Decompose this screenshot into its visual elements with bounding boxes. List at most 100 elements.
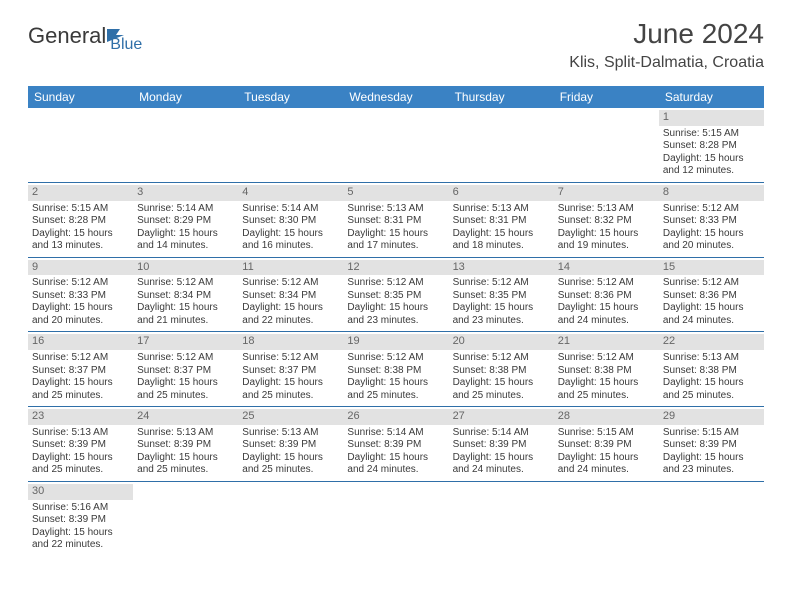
day-sunset: Sunset: 8:30 PM [242,215,339,228]
day-daylight2: and 25 minutes. [32,464,129,477]
calendar-day-cell: 4Sunrise: 5:14 AMSunset: 8:30 PMDaylight… [238,182,343,257]
calendar-week-row: 23Sunrise: 5:13 AMSunset: 8:39 PMDayligh… [28,407,764,482]
calendar-day-cell: 12Sunrise: 5:12 AMSunset: 8:35 PMDayligh… [343,257,448,332]
day-sunset: Sunset: 8:32 PM [558,215,655,228]
calendar-day-cell: 17 Sunrise: 5:12 AMSunset: 8:37 PMDayligh… [133,332,238,407]
day-sunrise: Sunrise: 5:12 AM [347,277,444,290]
calendar-day-cell: 24Sunrise: 5:13 AMSunset: 8:39 PMDayligh… [133,407,238,482]
calendar-day-cell [238,108,343,182]
day-sunrise: Sunrise: 5:14 AM [453,427,550,440]
day-daylight1: Daylight: 15 hours [663,302,760,315]
day-number: 19 [343,334,448,350]
day-daylight2: and 22 minutes. [32,539,129,552]
calendar-week-row: 2Sunrise: 5:15 AMSunset: 8:28 PMDaylight… [28,182,764,257]
day-daylight2: and 20 minutes. [32,315,129,328]
day-sunset: Sunset: 8:39 PM [32,514,129,527]
calendar-day-cell [554,481,659,555]
day-sunrise: Sunrise: 5:13 AM [137,427,234,440]
day-daylight1: Daylight: 15 hours [347,377,444,390]
day-daylight1: Daylight: 15 hours [137,377,234,390]
weekday-header: Thursday [449,86,554,108]
day-sunrise: Sunrise: 5:12 AM [137,352,234,365]
weekday-header: Saturday [659,86,764,108]
day-sunset: Sunset: 8:39 PM [347,439,444,452]
day-sunset: Sunset: 8:31 PM [453,215,550,228]
calendar-day-cell: 7 Sunrise: 5:13 AMSunset: 8:32 PMDaylight… [554,182,659,257]
calendar-day-cell: 5Sunrise: 5:13 AMSunset: 8:31 PMDaylight… [343,182,448,257]
day-daylight2: and 25 minutes. [347,390,444,403]
day-sunset: Sunset: 8:36 PM [558,290,655,303]
calendar-table: Sunday Monday Tuesday Wednesday Thursday… [28,86,764,556]
day-daylight1: Daylight: 15 hours [32,527,129,540]
day-daylight2: and 23 minutes. [347,315,444,328]
day-sunrise: Sunrise: 5:12 AM [663,277,760,290]
calendar-day-cell: 28Sunrise: 5:15 AMSunset: 8:39 PMDayligh… [554,407,659,482]
weekday-header: Tuesday [238,86,343,108]
day-sunset: Sunset: 8:39 PM [242,439,339,452]
calendar-day-cell: 11Sunrise: 5:12 AMSunset: 8:34 PMDayligh… [238,257,343,332]
calendar-day-cell [659,481,764,555]
weekday-header: Friday [554,86,659,108]
calendar-week-row: 1Sunrise: 5:15 AMSunset: 8:28 PMDaylight… [28,108,764,182]
calendar-day-cell [449,481,554,555]
day-daylight1: Daylight: 15 hours [242,302,339,315]
day-sunrise: Sunrise: 5:13 AM [663,352,760,365]
calendar-day-cell: 25Sunrise: 5:13 AMSunset: 8:39 PMDayligh… [238,407,343,482]
day-number: 27 [449,409,554,425]
day-sunrise: Sunrise: 5:12 AM [558,277,655,290]
day-number: 15 [659,260,764,276]
day-sunset: Sunset: 8:31 PM [347,215,444,228]
day-sunset: Sunset: 8:39 PM [663,439,760,452]
day-number: 11 [238,260,343,276]
day-sunrise: Sunrise: 5:13 AM [558,203,655,216]
day-number: 7 [554,185,659,201]
calendar-day-cell [449,108,554,182]
day-sunrise: Sunrise: 5:12 AM [242,277,339,290]
day-sunset: Sunset: 8:36 PM [663,290,760,303]
day-daylight1: Daylight: 15 hours [32,228,129,241]
day-daylight2: and 24 minutes. [453,464,550,477]
day-daylight2: and 22 minutes. [242,315,339,328]
day-daylight1: Daylight: 15 hours [558,452,655,465]
calendar-day-cell [133,108,238,182]
day-daylight2: and 24 minutes. [558,464,655,477]
calendar-week-row: 9Sunrise: 5:12 AMSunset: 8:33 PMDaylight… [28,257,764,332]
day-number: 17 [133,334,238,350]
day-number: 5 [343,185,448,201]
location: Klis, Split-Dalmatia, Croatia [569,54,764,72]
day-sunset: Sunset: 8:39 PM [137,439,234,452]
calendar-day-cell: 20Sunrise: 5:12 AMSunset: 8:38 PMDayligh… [449,332,554,407]
day-daylight1: Daylight: 15 hours [347,452,444,465]
calendar-day-cell [238,481,343,555]
day-sunrise: Sunrise: 5:12 AM [663,203,760,216]
day-sunset: Sunset: 8:37 PM [32,365,129,378]
day-daylight2: and 23 minutes. [663,464,760,477]
day-daylight2: and 24 minutes. [347,464,444,477]
day-sunset: Sunset: 8:28 PM [32,215,129,228]
day-daylight1: Daylight: 15 hours [663,377,760,390]
day-daylight2: and 25 minutes. [137,390,234,403]
day-sunrise: Sunrise: 5:12 AM [32,277,129,290]
day-sunset: Sunset: 8:38 PM [558,365,655,378]
day-sunset: Sunset: 8:33 PM [663,215,760,228]
calendar-day-cell: 29Sunrise: 5:15 AMSunset: 8:39 PMDayligh… [659,407,764,482]
day-sunrise: Sunrise: 5:12 AM [137,277,234,290]
day-daylight1: Daylight: 15 hours [558,228,655,241]
day-daylight2: and 21 minutes. [137,315,234,328]
weekday-header: Sunday [28,86,133,108]
weekday-header: Wednesday [343,86,448,108]
day-sunset: Sunset: 8:37 PM [137,365,234,378]
day-sunset: Sunset: 8:35 PM [347,290,444,303]
day-sunrise: Sunrise: 5:12 AM [242,352,339,365]
day-number: 30 [28,484,133,500]
day-number: 8 [659,185,764,201]
day-number: 9 [28,260,133,276]
day-daylight1: Daylight: 15 hours [242,452,339,465]
day-daylight2: and 20 minutes. [663,240,760,253]
logo-text-blue: Blue [110,36,142,54]
calendar-day-cell: 3Sunrise: 5:14 AMSunset: 8:29 PMDaylight… [133,182,238,257]
calendar-day-cell: 9Sunrise: 5:12 AMSunset: 8:33 PMDaylight… [28,257,133,332]
title-area: June 2024 Klis, Split-Dalmatia, Croatia [569,18,764,72]
calendar-day-cell: 30Sunrise: 5:16 AMSunset: 8:39 PMDayligh… [28,481,133,555]
day-daylight1: Daylight: 15 hours [137,228,234,241]
